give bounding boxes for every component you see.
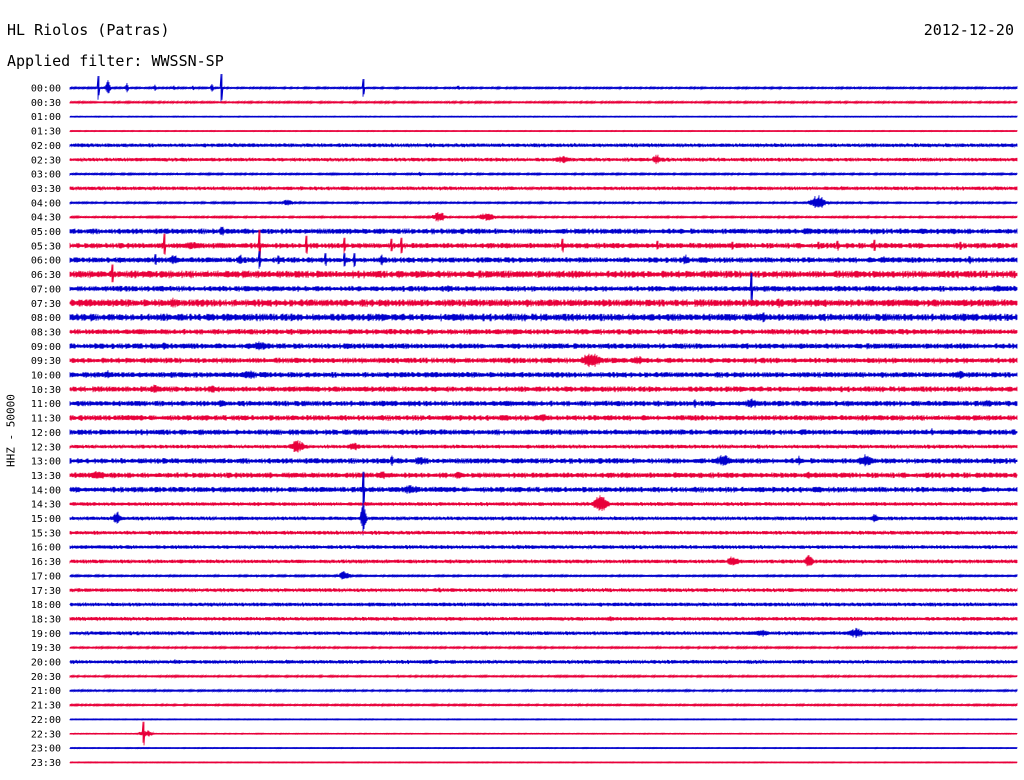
time-tick-label: 08:30 (31, 327, 61, 338)
time-tick-label: 07:30 (31, 299, 61, 310)
time-tick-label: 22:30 (31, 729, 61, 740)
trace-line (69, 251, 1018, 269)
trace-line (69, 384, 1018, 393)
time-tick-label: 07:00 (31, 284, 61, 295)
filter-label: Applied filter: WWSSN-SP (7, 52, 224, 70)
time-tick-label: 21:30 (31, 701, 61, 712)
trace-line (69, 398, 1018, 409)
time-tick-label: 15:00 (31, 514, 61, 525)
time-tick-label: 19:00 (31, 629, 61, 640)
trace-line (69, 353, 1018, 368)
time-tick-label: 04:00 (31, 198, 61, 209)
trace-line (69, 142, 1018, 149)
time-tick-label: 03:30 (31, 184, 61, 195)
time-tick-label: 02:30 (31, 155, 61, 166)
time-tick-label: 20:30 (31, 672, 61, 683)
time-tick-label: 23:00 (31, 744, 61, 755)
time-tick-label: 00:00 (31, 84, 61, 95)
time-tick-label: 00:30 (31, 98, 61, 109)
trace-line (69, 297, 1018, 308)
time-tick-label: 11:00 (31, 399, 61, 410)
time-tick-label: 08:00 (31, 313, 61, 324)
time-tick-label: 16:00 (31, 543, 61, 554)
time-tick-label: 01:30 (31, 127, 61, 138)
time-tick-label: 09:00 (31, 342, 61, 353)
trace-line (69, 601, 1018, 608)
time-tick-label: 01:00 (31, 112, 61, 123)
time-tick-label: 05:30 (31, 241, 61, 252)
time-tick-label: 13:00 (31, 457, 61, 468)
time-tick-label: 21:00 (31, 686, 61, 697)
time-ticks-group: 00:00 00:30 01:00 01:30 02:00 02:30 03:00 03:30… (31, 84, 61, 769)
time-tick-label: 12:30 (31, 442, 61, 453)
time-tick-label: 14:00 (31, 485, 61, 496)
time-tick-label: 18:00 (31, 600, 61, 611)
time-tick-label: 18:30 (31, 614, 61, 625)
date-label: 2012-12-20 (923, 21, 1014, 39)
traces-group (69, 73, 1018, 764)
time-tick-label: 10:30 (31, 385, 61, 396)
time-tick-label: 17:30 (31, 586, 61, 597)
time-tick-label: 10:00 (31, 371, 61, 382)
trace-line (69, 495, 1018, 512)
time-tick-label: 02:00 (31, 141, 61, 152)
time-tick-label: 14:30 (31, 500, 61, 511)
station-title: HL Riolos (Patras) (7, 21, 170, 39)
time-tick-label: 23:30 (31, 758, 61, 769)
trace-line (69, 414, 1018, 422)
trace-line (69, 226, 1018, 236)
time-tick-label: 04:30 (31, 213, 61, 224)
trace-line (69, 195, 1018, 208)
trace-line (69, 454, 1018, 467)
time-tick-label: 17:00 (31, 571, 61, 582)
time-tick-label: 13:30 (31, 471, 61, 482)
trace-line (69, 229, 1018, 262)
time-tick-label: 06:30 (31, 270, 61, 281)
time-tick-label: 22:00 (31, 715, 61, 726)
trace-line (69, 544, 1018, 550)
trace-line (69, 470, 1018, 480)
trace-line (69, 341, 1018, 351)
trace-line (69, 587, 1018, 593)
time-tick-label: 12:00 (31, 428, 61, 439)
trace-line (69, 272, 1018, 303)
trace-line (69, 264, 1018, 283)
time-tick-label: 06:00 (31, 256, 61, 267)
time-tick-label: 15:30 (31, 528, 61, 539)
time-tick-label: 20:00 (31, 658, 61, 669)
time-tick-label: 05:00 (31, 227, 61, 238)
time-tick-label: 16:30 (31, 557, 61, 568)
time-tick-label: 19:30 (31, 643, 61, 654)
trace-line (69, 555, 1018, 567)
trace-line (69, 328, 1018, 335)
trace-line (69, 312, 1018, 323)
time-tick-label: 09:30 (31, 356, 61, 367)
trace-line (69, 428, 1018, 436)
time-tick-label: 03:00 (31, 170, 61, 181)
trace-line (69, 154, 1018, 165)
trace-line (69, 471, 1018, 508)
time-tick-label: 11:30 (31, 414, 61, 425)
